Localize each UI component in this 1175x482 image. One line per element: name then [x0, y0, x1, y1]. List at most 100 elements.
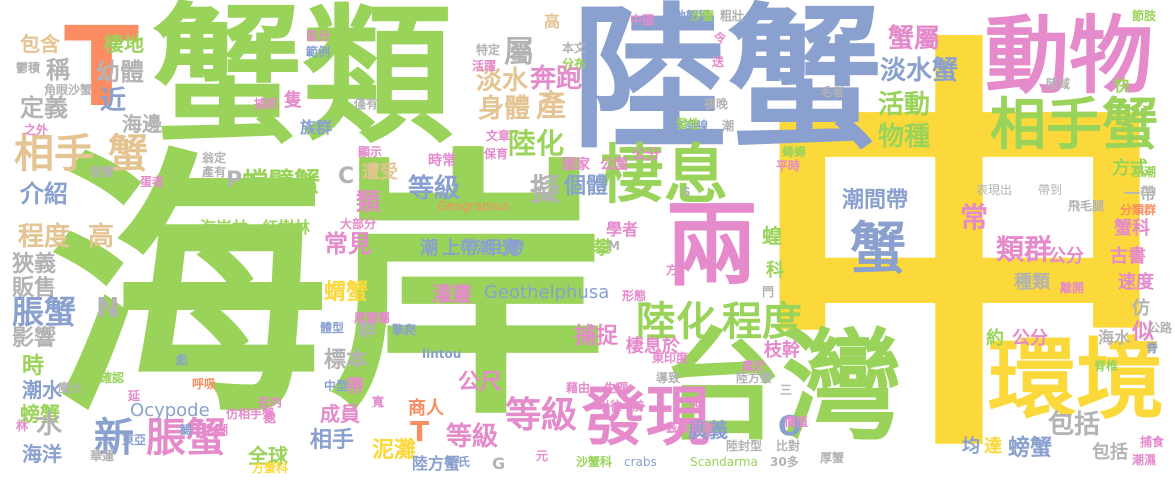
cloud-word: O: [778, 409, 802, 442]
cloud-word: 個體: [564, 174, 609, 199]
cloud-word: 活躍: [472, 59, 497, 73]
cloud-word: 導致: [656, 371, 681, 385]
cloud-word: 陸化: [508, 127, 565, 160]
cloud-word: 快: [1114, 76, 1131, 95]
cloud-word: 甲寬: [484, 238, 520, 259]
cloud-word: 蟹: [850, 217, 906, 282]
cloud-word: 送: [712, 55, 725, 69]
cloud-word: 方蟹科: [252, 461, 289, 475]
cloud-word: 時: [22, 354, 45, 379]
cloud-word: 表現出: [976, 183, 1013, 197]
cloud-word: 等級: [446, 422, 499, 452]
cloud-word: 蟳蟳: [782, 145, 807, 159]
cloud-word: 近: [100, 86, 127, 116]
cloud-word: 延: [128, 389, 141, 403]
cloud-word: 厚蟹屬: [354, 311, 391, 325]
cloud-word: 脹蟹: [146, 415, 226, 461]
cloud-word: 均: [962, 436, 980, 457]
cloud-word: 確認: [100, 371, 125, 385]
cloud-word: 平時: [776, 159, 801, 173]
cloud-word: 約: [530, 238, 548, 259]
cloud-word: 分類群: [1120, 203, 1157, 217]
cloud-word: 古書: [1110, 246, 1146, 267]
cloud-word: 脊: [1146, 341, 1159, 355]
cloud-word: 捕抓: [254, 97, 279, 111]
cloud-word: 脹蟹: [12, 293, 77, 331]
cloud-word: 一帶: [1124, 184, 1157, 203]
cloud-word: 程度: [18, 222, 71, 252]
cloud-word: Ocypode: [130, 400, 210, 421]
cloud-word: 捕捉: [574, 324, 619, 349]
cloud-word: 海岸: [48, 127, 608, 453]
cloud-word: 水: [36, 410, 63, 440]
cloud-word: 洞: [256, 344, 276, 368]
cloud-word: 台灣: [662, 318, 902, 457]
cloud-word: 藉由: [566, 381, 591, 395]
cloud-word: 茲茲可致: [666, 421, 715, 435]
cloud-word: 離開: [1060, 281, 1085, 295]
cloud-word: 潮間帶: [842, 188, 909, 213]
cloud-word: 定義: [20, 94, 68, 122]
cloud-word: 族群: [300, 118, 333, 137]
cloud-word: 公路: [1148, 321, 1173, 335]
cloud-word: 達: [984, 436, 1002, 457]
cloud-word: 陸方蟹: [736, 371, 773, 385]
cloud-word: 蝗: [762, 224, 782, 248]
cloud-word: 公園: [600, 157, 628, 173]
cloud-word: 脊椎: [1094, 359, 1119, 373]
cloud-word: 翁定: [202, 151, 227, 165]
cloud-word: 隻: [284, 90, 302, 111]
cloud-word: 新: [94, 415, 134, 461]
cloud-word: 仿: [1132, 298, 1150, 319]
cloud-word: 保育: [484, 147, 509, 161]
cloud-word: 身體: [478, 94, 531, 124]
cloud-word: 相手蟹: [990, 93, 1158, 158]
cloud-word: 斯氏: [446, 455, 471, 469]
cloud-word: 岩礁: [434, 335, 459, 349]
cloud-word: 粗壯: [720, 9, 745, 23]
cloud-word: 淡水蟹: [880, 56, 959, 86]
cloud-word: 顯示: [358, 145, 383, 159]
cloud-word: 文章: [486, 129, 511, 143]
cloud-word: 螳臂蟹: [242, 168, 321, 198]
cloud-word: 幼體: [96, 58, 144, 86]
cloud-word: 飛毛腿: [1068, 199, 1105, 213]
cloud-word: G: [492, 454, 506, 473]
cloud-word: 陸封型: [726, 439, 763, 453]
cloud-word: 棲息: [600, 139, 728, 213]
cloud-word: 門: [762, 285, 775, 299]
cloud-word: P: [226, 168, 243, 193]
cloud-word: C: [338, 164, 355, 189]
cloud-word: 科: [766, 260, 784, 281]
cloud-word: 分布: [562, 57, 587, 71]
cloud-word: 海洋: [22, 442, 62, 466]
cloud-word: N: [96, 291, 120, 324]
cloud-word: 棲地: [104, 32, 144, 56]
cloud-word: 上帶: [442, 238, 478, 259]
cloud-word: 方: [666, 263, 679, 277]
cloud-word: 潮上帶: [476, 238, 525, 257]
cloud-word: 等級: [408, 174, 461, 204]
cloud-word: Geograpsus: [438, 199, 510, 213]
cloud-word: 公尺: [458, 370, 503, 395]
cloud-word: 螃蟹: [1008, 436, 1053, 461]
cloud-word: 種類: [1014, 272, 1050, 293]
cloud-word: 海邊: [122, 112, 162, 136]
cloud-word: 潮水: [22, 378, 62, 402]
cloud-word: 高: [544, 12, 561, 31]
cloud-word: 陸域: [1046, 77, 1071, 91]
cloud-word: 海水: [1098, 328, 1131, 347]
cloud-word: 蛋者: [140, 175, 165, 189]
cloud-word: 前: [632, 399, 645, 413]
cloud-word: 中國: [630, 13, 655, 27]
cloud-word: S: [682, 185, 691, 199]
cloud-word: 紀: [690, 395, 703, 409]
cloud-word: 商人: [408, 398, 444, 419]
cloud-word: 環境: [988, 328, 1165, 431]
cloud-word: 鰓: [180, 423, 193, 437]
cloud-word: 形態: [622, 289, 647, 303]
cloud-word: 範例: [306, 45, 331, 59]
cloud-word: 標本: [324, 348, 369, 373]
cloud-word: 陸蟹: [572, 0, 882, 170]
cloud-word: 毛者: [820, 85, 845, 99]
